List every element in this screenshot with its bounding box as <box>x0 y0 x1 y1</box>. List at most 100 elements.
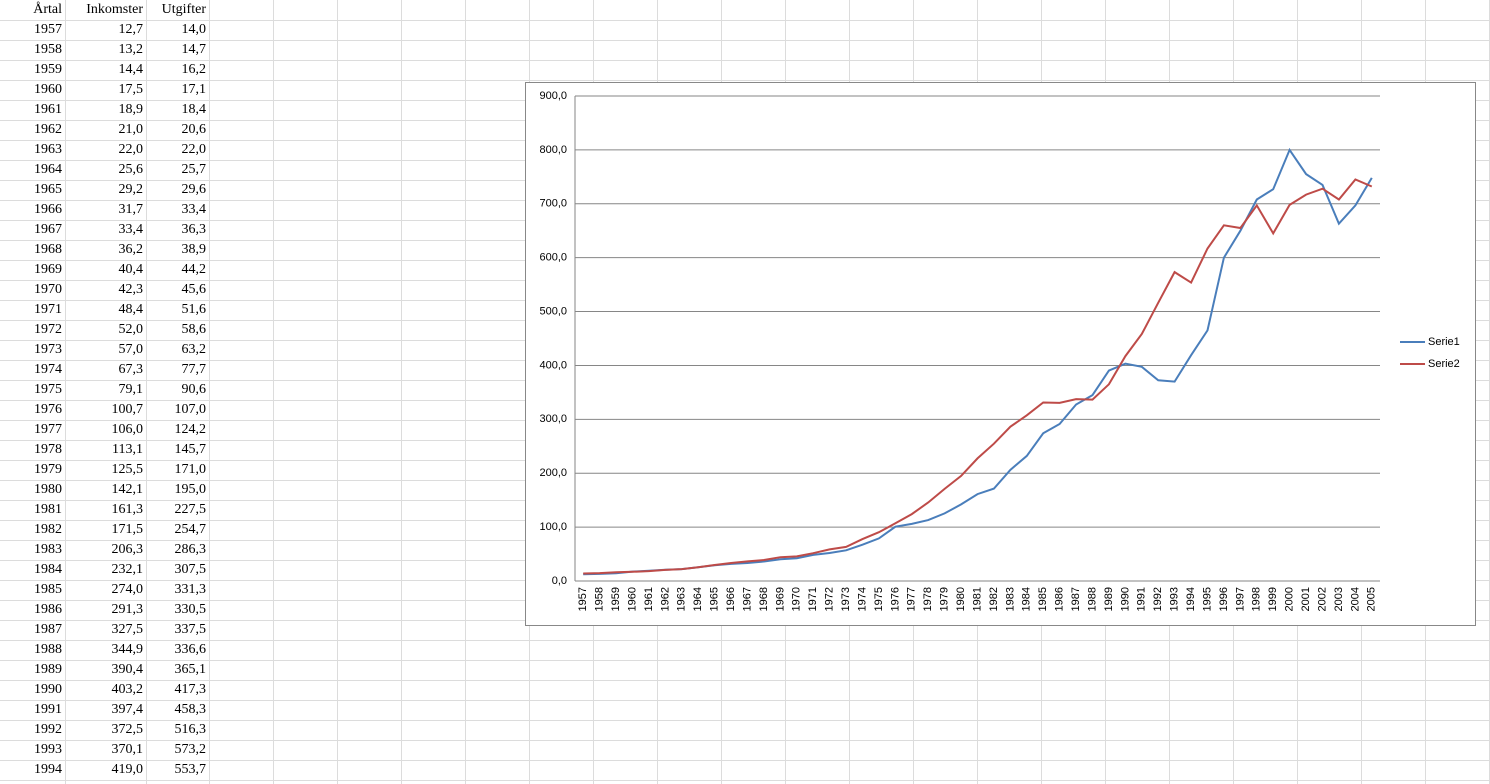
cell: 1963 <box>34 142 62 157</box>
cell: 330,5 <box>175 602 207 617</box>
cell: 31,7 <box>119 202 144 217</box>
y-tick-label: 900,0 <box>539 90 567 102</box>
cell: 1958 <box>34 42 62 57</box>
cell: 232,1 <box>112 562 144 577</box>
cell: 48,4 <box>119 302 144 317</box>
cell: 206,3 <box>112 542 144 557</box>
cell: 44,2 <box>182 262 207 277</box>
cell: 1959 <box>34 62 62 77</box>
x-tick-label: 1979 <box>939 587 951 611</box>
cell: 344,9 <box>112 642 144 657</box>
cell: 403,2 <box>112 682 144 697</box>
y-tick-label: 200,0 <box>539 467 567 479</box>
cell: 106,0 <box>112 422 144 437</box>
cell: 58,6 <box>182 322 207 337</box>
cell: 1991 <box>34 702 62 717</box>
x-tick-label: 1993 <box>1169 587 1181 611</box>
x-tick-label: 2002 <box>1316 587 1328 611</box>
cell: 307,5 <box>175 562 207 577</box>
cell: 17,1 <box>182 82 207 97</box>
cell: 1983 <box>34 542 62 557</box>
cell: 195,0 <box>175 482 207 497</box>
y-tick-label: 700,0 <box>539 198 567 210</box>
x-tick-label: 1996 <box>1218 587 1230 611</box>
x-tick-label: 1972 <box>824 587 836 611</box>
x-tick-label: 1981 <box>971 587 983 611</box>
cell: 370,1 <box>112 742 144 757</box>
cell: 36,3 <box>182 222 207 237</box>
cell: 21,0 <box>119 122 144 137</box>
cell: 14,4 <box>119 62 144 77</box>
cell: 1988 <box>34 642 62 657</box>
cell: 1964 <box>34 162 62 177</box>
cell: 12,7 <box>119 22 144 37</box>
cell: 29,2 <box>119 182 144 197</box>
cell: 25,7 <box>182 162 207 177</box>
cell: 286,3 <box>175 542 207 557</box>
cell: 1994 <box>34 762 62 777</box>
y-tick-label: 500,0 <box>539 305 567 317</box>
cell: 516,3 <box>175 722 207 737</box>
cell: 397,4 <box>112 702 144 717</box>
chart: 0,0 100,0 200,0 300,0 400,0 500,0 600,0 700,0 80… <box>539 90 1459 612</box>
x-tick-label: 1959 <box>610 587 622 611</box>
x-tick-label: 1974 <box>856 587 868 611</box>
cell: 1987 <box>34 622 62 637</box>
cell: 1977 <box>34 422 62 437</box>
cell: 372,5 <box>112 722 144 737</box>
x-tick-label: 1958 <box>594 587 606 611</box>
y-tick-label: 800,0 <box>539 144 567 156</box>
cell: 1992 <box>34 722 62 737</box>
cell: 33,4 <box>119 222 144 237</box>
cell: 1966 <box>34 202 62 217</box>
legend-label: Serie2 <box>1428 358 1460 370</box>
cell: 38,9 <box>182 242 207 257</box>
cell: 1967 <box>34 222 62 237</box>
x-tick-label: 1984 <box>1021 587 1033 611</box>
cell: 1961 <box>34 102 62 117</box>
cell: 291,3 <box>112 602 144 617</box>
cell: 1960 <box>34 82 62 97</box>
cell: 254,7 <box>175 522 207 537</box>
cell: 125,5 <box>112 462 144 477</box>
cell: 1985 <box>34 582 62 597</box>
x-tick-label: 1961 <box>643 587 655 611</box>
cell: 1972 <box>34 322 62 337</box>
x-tick-label: 1982 <box>988 587 1000 611</box>
y-tick-label: 600,0 <box>539 252 567 264</box>
cell: 417,3 <box>175 682 207 697</box>
cell: 274,0 <box>112 582 144 597</box>
x-tick-label: 1998 <box>1251 587 1263 611</box>
cell: 553,7 <box>175 762 207 777</box>
cell: 336,6 <box>175 642 207 657</box>
cell: 1970 <box>34 282 62 297</box>
cell: 20,6 <box>182 122 207 137</box>
cell: 16,2 <box>182 62 207 77</box>
x-tick-label: 1964 <box>692 587 704 611</box>
cell: 1978 <box>34 442 62 457</box>
cell: 142,1 <box>112 482 144 497</box>
cell: 227,5 <box>175 502 207 517</box>
cell: 67,3 <box>119 362 144 377</box>
cell: 1974 <box>34 362 62 377</box>
cell: 25,6 <box>119 162 144 177</box>
cell: 161,3 <box>112 502 144 517</box>
x-tick-label: 1992 <box>1152 587 1164 611</box>
x-tick-label: 1971 <box>807 587 819 611</box>
cell: 36,2 <box>119 242 144 257</box>
series-line <box>583 178 1373 575</box>
cell: 18,9 <box>119 102 144 117</box>
cell: 1986 <box>34 602 62 617</box>
cell: 124,2 <box>175 422 207 437</box>
cell: 1981 <box>34 502 62 517</box>
x-tick-label: 2003 <box>1333 587 1345 611</box>
table: Årtal Inkomster Utgifter 1957 12,7 14,0 1958 13… <box>33 1 206 777</box>
header-cell: Inkomster <box>86 2 143 17</box>
cell: 63,2 <box>182 342 207 357</box>
cell: 29,6 <box>182 182 207 197</box>
x-tick-label: 1976 <box>889 587 901 611</box>
x-tick-label: 1994 <box>1185 587 1197 611</box>
x-tick-label: 1985 <box>1037 587 1049 611</box>
